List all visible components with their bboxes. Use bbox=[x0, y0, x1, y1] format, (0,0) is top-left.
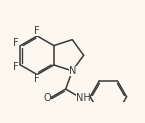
Text: F: F bbox=[13, 62, 19, 72]
Text: F: F bbox=[34, 74, 40, 84]
Text: O: O bbox=[44, 93, 51, 103]
Text: N: N bbox=[69, 66, 77, 76]
Text: NH: NH bbox=[76, 93, 90, 103]
Text: F: F bbox=[34, 26, 40, 36]
Text: F: F bbox=[13, 38, 19, 48]
